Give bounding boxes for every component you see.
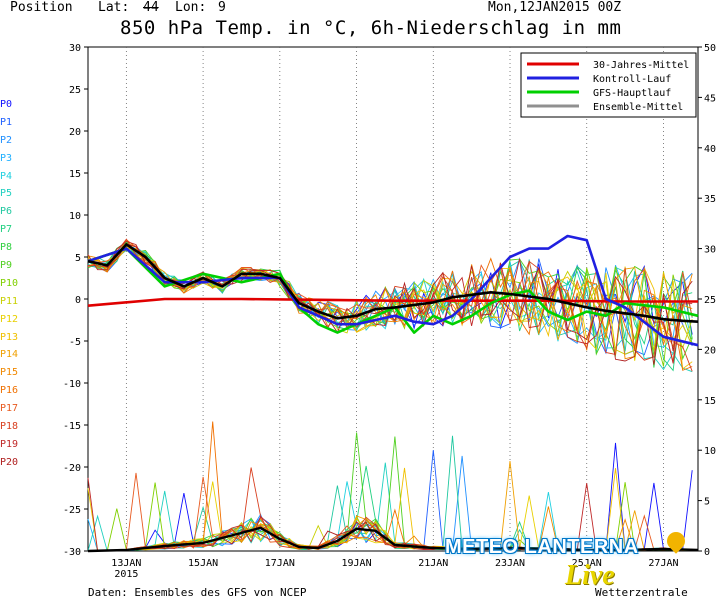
logo-script: Live: [565, 560, 615, 591]
y2-tick-label: 45: [704, 93, 716, 104]
member-label: P12: [0, 313, 19, 325]
y2-tick-label: 20: [704, 345, 716, 356]
data-source: Daten: Ensembles des GFS von NCEP: [88, 586, 307, 599]
member-label: P11: [0, 295, 19, 307]
member-label: P19: [0, 438, 19, 450]
location-pin-icon: [663, 528, 689, 554]
member-label: P4: [0, 170, 13, 182]
y2-tick-label: 25: [704, 295, 716, 306]
member-label: P3: [0, 152, 13, 164]
climate-mean-line: [87, 297, 698, 307]
member-list: P0 P1 P2 P3 P4 P5 P6 P7 P8 P9 P10 P11 P12 P13 P14 P15 P1…: [0, 96, 18, 472]
run-time: Mon,12JAN2015 00Z: [488, 0, 622, 15]
member-label: P2: [0, 134, 13, 146]
x-tick-label: 13JAN: [111, 558, 141, 569]
member-label: P13: [0, 331, 19, 343]
y-tick-label: 25: [69, 85, 81, 96]
x-tick-label: 23JAN: [495, 558, 525, 569]
y-tick-label: -25: [63, 505, 81, 516]
y-tick-label: -20: [63, 463, 81, 474]
member-label: P17: [0, 403, 19, 415]
y2-tick-label: 50: [704, 43, 716, 54]
member-label: P8: [0, 242, 13, 254]
y-tick-label: 15: [69, 169, 81, 180]
x-tick-sublabel: 2015: [114, 569, 138, 580]
control-run-line: [87, 234, 699, 347]
x-tick-label: 17JAN: [265, 558, 295, 569]
legend-label: Ensemble-Mittel: [593, 102, 683, 113]
member-label: P9: [0, 260, 13, 272]
lon-label: Lon:: [175, 0, 207, 15]
logo-subtitle: Wetterzentrale: [595, 586, 688, 599]
y-tick-label: 20: [69, 127, 81, 138]
y-tick-label: -15: [63, 421, 81, 432]
x-tick-label: 21JAN: [418, 558, 448, 569]
member-label: P20: [0, 456, 19, 468]
member-label: P7: [0, 224, 13, 236]
logo: METEO LANTERNA Live Wetterzentrale: [445, 528, 715, 599]
y2-tick-label: 10: [704, 446, 716, 457]
x-tick-label: 27JAN: [648, 558, 678, 569]
y-tick-label: -30: [63, 547, 81, 558]
ensemble-mean-line: [87, 243, 699, 323]
lat-value: 44: [143, 0, 159, 15]
x-tick-label: 15JAN: [188, 558, 218, 569]
member-label: P1: [0, 116, 13, 128]
x-tick-label: 25JAN: [572, 558, 602, 569]
chart-title: 850 hPa Temp. in °C, 6h-Niederschlag in …: [120, 17, 622, 39]
y2-tick-label: 30: [704, 245, 716, 256]
y2-tick-label: 0: [704, 547, 710, 558]
y-tick-label: -10: [63, 379, 81, 390]
position-label: Position: [10, 0, 73, 15]
member-label: P5: [0, 188, 13, 200]
legend-label: 30-Jahres-Mittel: [593, 60, 689, 71]
member-precip-line: [87, 477, 693, 552]
precip-mean-line: [87, 526, 699, 553]
lat-label: Lat:: [98, 0, 130, 15]
y2-tick-label: 15: [704, 396, 716, 407]
legend-label: GFS-Hauptlauf: [593, 88, 671, 99]
x-tick-label: 19JAN: [341, 558, 371, 569]
member-label: P16: [0, 385, 19, 397]
y-tick-label: 30: [69, 43, 81, 54]
y2-tick-label: 40: [704, 144, 716, 155]
member-label: P15: [0, 367, 19, 379]
member-temp-line: [87, 245, 693, 360]
logo-brand: METEO LANTERNA: [445, 536, 639, 558]
member-label: P10: [0, 277, 19, 289]
member-label: P18: [0, 421, 19, 433]
member-label: P0: [0, 99, 13, 110]
y2-tick-label: 5: [704, 497, 710, 508]
y2-tick-label: 35: [704, 194, 716, 205]
y-tick-label: 10: [69, 211, 81, 222]
y-tick-label: -5: [69, 337, 81, 348]
lon-value: 9: [218, 0, 226, 15]
member-label: P6: [0, 206, 13, 218]
y-tick-label: 0: [75, 295, 81, 306]
legend-label: Kontroll-Lauf: [593, 74, 671, 85]
member-label: P14: [0, 349, 19, 361]
y-tick-label: 5: [75, 253, 81, 264]
